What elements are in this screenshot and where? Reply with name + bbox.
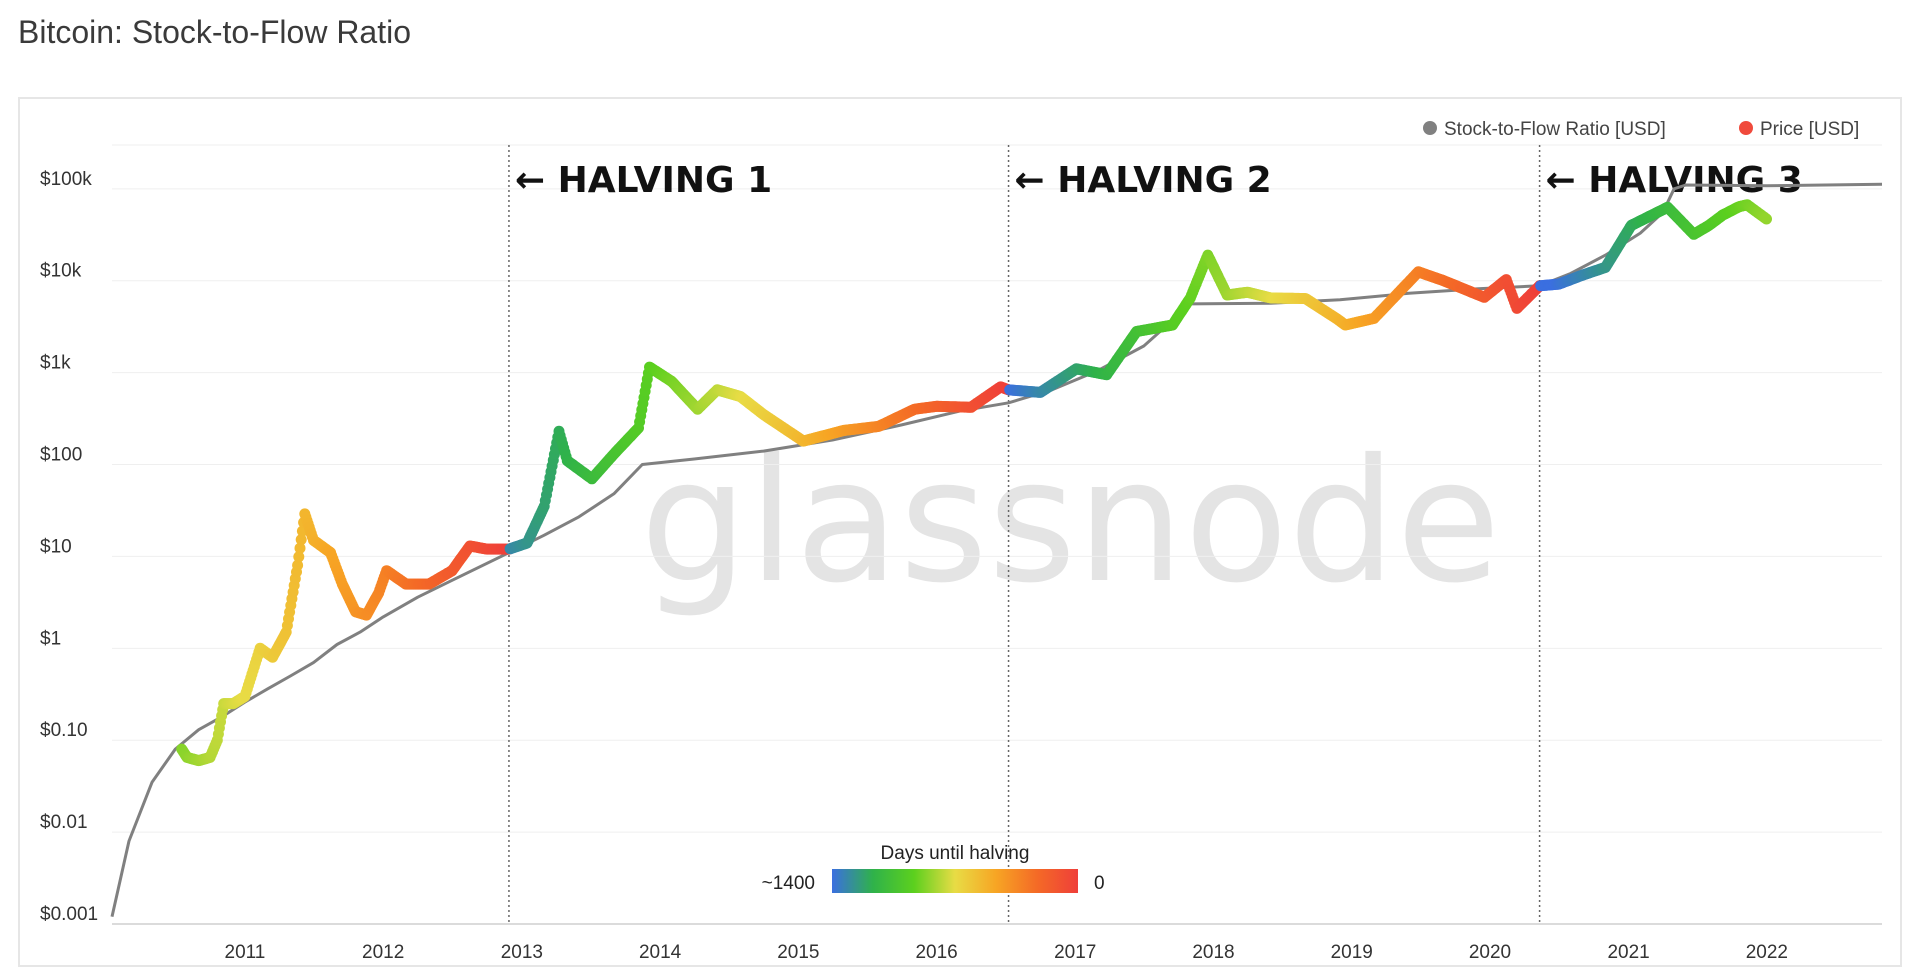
price-point: [1761, 213, 1772, 225]
x-tick-label: 2011: [225, 942, 266, 963]
legend: Stock-to-Flow Ratio [USD] Price [USD]: [1423, 119, 1859, 140]
y-tick-label: $0.10: [40, 720, 88, 741]
price-series: [176, 199, 1772, 767]
colorbar: Days until halving ~1400 0: [762, 843, 1105, 894]
halving-markers: ← HALVING 1 ← HALVING 2 ← HALVING 3: [508, 145, 1803, 924]
x-tick-label: 2014: [639, 942, 682, 963]
legend-marker: [1739, 121, 1753, 135]
x-tick-label: 2020: [1469, 942, 1511, 963]
y-tick-label: $10k: [40, 261, 82, 282]
x-tick-label: 2012: [362, 942, 404, 963]
halving-label: ← HALVING 3: [1546, 160, 1803, 201]
halving-label: ← HALVING 1: [515, 160, 772, 201]
x-tick-label: 2019: [1331, 942, 1373, 963]
watermark: glassnode: [640, 423, 1501, 621]
colorbar-title: Days until halving: [881, 843, 1030, 864]
stock-to-flow-series: [110, 182, 1883, 918]
legend-marker: [1423, 121, 1437, 135]
colorbar-max-label: 0: [1094, 873, 1105, 894]
price-point: [295, 534, 307, 546]
x-tick-label: 2016: [915, 942, 957, 963]
y-tick-label: $100: [40, 445, 82, 466]
x-tick-label: 2013: [501, 942, 543, 963]
x-tick-label: 2018: [1192, 942, 1234, 963]
y-tick-label: $10: [40, 536, 72, 557]
x-tick-label: 2017: [1054, 942, 1096, 963]
grid-lines: [112, 144, 1882, 925]
colorbar-bar: [832, 869, 1078, 893]
price-point: [292, 559, 304, 571]
x-axis-ticks: 2011 2012 2013 2014 2015 2016 2017 2018 2019 2020…: [225, 942, 1788, 963]
price-point: [294, 542, 306, 554]
legend-label: Price [USD]: [1760, 119, 1859, 140]
chart-panel: [18, 97, 1902, 967]
y-tick-label: $1k: [40, 353, 71, 374]
x-tick-label: 2022: [1746, 942, 1788, 963]
x-tick-label: 2015: [777, 942, 819, 963]
y-tick-label: $0.01: [40, 812, 88, 833]
legend-label: Stock-to-Flow Ratio [USD]: [1444, 119, 1666, 140]
price-point: [293, 551, 305, 563]
y-axis-ticks: $0.001 $0.01 $0.10 $1 $10 $100 $1k $10k $100k: [40, 169, 98, 925]
colorbar-min-label: ~1400: [762, 873, 815, 894]
y-tick-label: $100k: [40, 169, 92, 190]
y-tick-label: $0.001: [40, 904, 98, 925]
halving-label: ← HALVING 2: [1015, 160, 1272, 201]
y-tick-label: $1: [40, 628, 61, 649]
s2f-line: [110, 182, 1883, 918]
x-tick-label: 2021: [1607, 942, 1649, 963]
page-title: Bitcoin: Stock-to-Flow Ratio: [18, 14, 412, 50]
